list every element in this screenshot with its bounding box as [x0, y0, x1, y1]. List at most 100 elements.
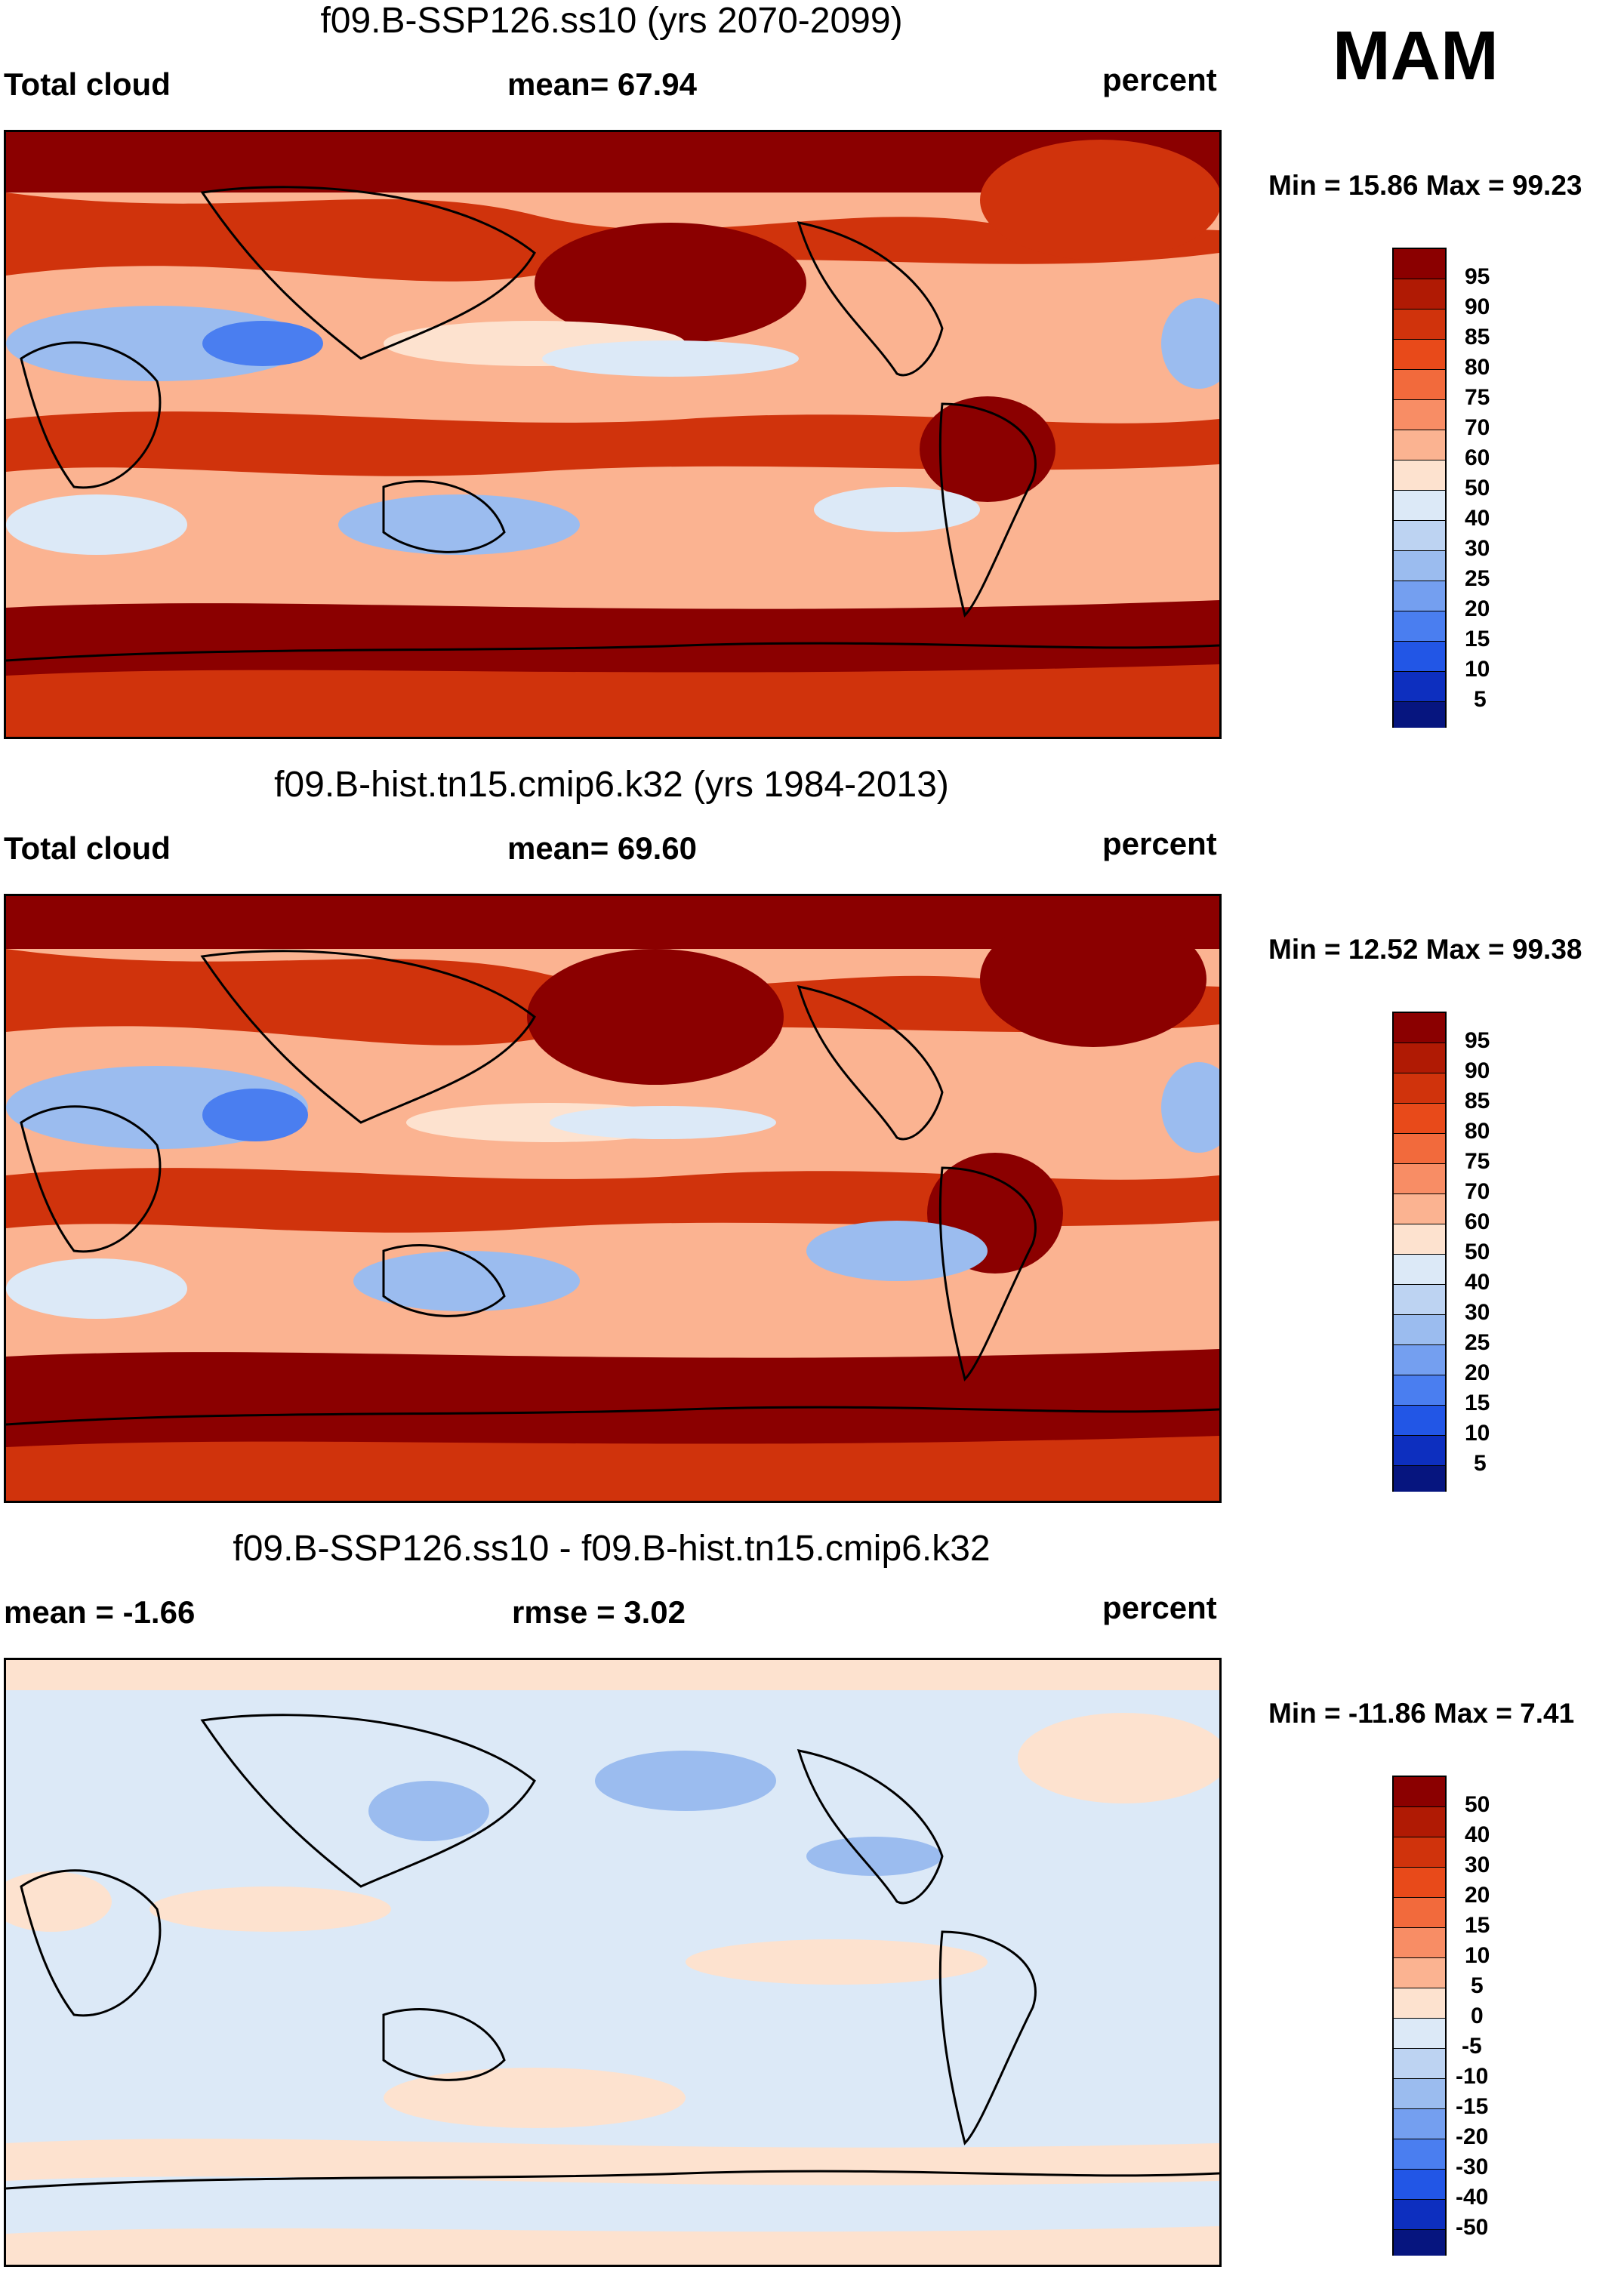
antarctica-coast — [6, 1406, 1219, 1426]
antarctic-band — [6, 664, 1219, 737]
panel-2-colorbar-swatch — [1394, 1164, 1445, 1194]
panel-2-colorbar-swatch — [1394, 1345, 1445, 1375]
panel-1-minmax: Min = 15.86 Max = 99.23 — [1268, 170, 1582, 201]
panel-1-colorbar-label: 95 — [1465, 264, 1490, 289]
atlantic-clear — [1161, 298, 1219, 389]
panel-2-minmax: Min = 12.52 Max = 99.38 — [1268, 934, 1582, 965]
panel-2-map — [4, 894, 1222, 1503]
panel-3-colorbar-swatch — [1394, 2049, 1445, 2079]
panel-2-colorbar-swatch — [1394, 1013, 1445, 1043]
panel-3-colorbar-swatch — [1394, 1958, 1445, 1988]
south-pacific-clear — [814, 487, 980, 532]
panel-3-colorbar-swatch — [1394, 1898, 1445, 1928]
panel-1-mean-label: mean= 67.94 — [507, 66, 698, 102]
panel-1-colorbar-swatch — [1394, 642, 1445, 672]
africa-coast — [20, 1105, 162, 1253]
north-america-coast — [797, 985, 944, 1141]
panel-3-colorbar-swatch — [1394, 2200, 1445, 2230]
arabia-clear — [202, 321, 323, 366]
panel-2-colorbar-swatch — [1394, 1315, 1445, 1345]
panel-1-colorbar-swatch — [1394, 521, 1445, 551]
panel-2-colorbar-label: 10 — [1465, 1421, 1490, 1446]
panel-1-colorbar-label: 80 — [1465, 355, 1490, 380]
panel-1-colorbar-swatch — [1394, 279, 1445, 310]
panel-1-colorbar-label: 60 — [1465, 445, 1490, 470]
panel-2-colorbar-label: 15 — [1465, 1391, 1490, 1415]
atlantic-clear — [1161, 1062, 1219, 1153]
panel-3-colorbar — [1392, 1776, 1447, 2256]
panel-2-units-label: percent — [1102, 826, 1217, 861]
panel-2-mean-label: mean= 69.60 — [507, 830, 698, 866]
panel-2-variable-label: Total cloud — [4, 830, 171, 866]
arabia-clear — [202, 1089, 308, 1141]
pacific-cool — [806, 1837, 942, 1876]
subtropic-clear-1 — [550, 1106, 776, 1139]
panel-1-colorbar-label: 25 — [1465, 566, 1490, 591]
panel-2-colorbar-swatch — [1394, 1194, 1445, 1224]
panel-3-colorbar-label: 0 — [1471, 2004, 1484, 2028]
itcz-band — [6, 1168, 1219, 1233]
panel-1-colorbar-label: 30 — [1465, 536, 1490, 561]
north-pacific-cloud — [535, 223, 806, 343]
panel-1-colorbar-swatch — [1394, 702, 1445, 728]
panel-2-colorbar-label: 20 — [1465, 1360, 1490, 1385]
asia-coast — [200, 1714, 536, 1888]
panel-1-colorbar-swatch — [1394, 310, 1445, 340]
greenland-cloud — [980, 911, 1206, 1047]
south-america-coast — [938, 1930, 1037, 2145]
panel-3-colorbar-swatch — [1394, 2230, 1445, 2256]
season-label: MAM — [1333, 17, 1499, 94]
panel-2-colorbar-label: 85 — [1465, 1089, 1490, 1113]
panel-3-colorbar-swatch — [1394, 2170, 1445, 2200]
panel-2-colorbar-label: 80 — [1465, 1119, 1490, 1144]
panel-2-colorbar-swatch — [1394, 1255, 1445, 1285]
panel-1-colorbar-label: 70 — [1465, 415, 1490, 440]
panel-1-variable-label: Total cloud — [4, 66, 171, 102]
panel-3-colorbar-swatch — [1394, 2019, 1445, 2049]
panel-1-colorbar-swatch — [1394, 430, 1445, 460]
itcz-band — [6, 411, 1219, 476]
arctic-band — [6, 1660, 1219, 1690]
asia-coast — [200, 186, 536, 360]
panel-3-colorbar-label: -40 — [1456, 2185, 1489, 2210]
africa-coast — [20, 341, 162, 489]
panel-1-colorbar-swatch — [1394, 340, 1445, 370]
panel-1-colorbar-label: 10 — [1465, 657, 1490, 682]
panel-1-units-label: percent — [1102, 62, 1217, 97]
asia-cool — [368, 1781, 489, 1841]
south-atlantic-clear — [6, 494, 187, 555]
panel-1-title: f09.B-SSP126.ss10 (yrs 2070-2099) — [320, 1, 903, 41]
panel-3-colorbar-label: -50 — [1456, 2215, 1489, 2240]
panel-3-colorbar-label: 40 — [1465, 1822, 1490, 1847]
north-america-coast — [797, 1749, 944, 1905]
panel-2-colorbar-swatch — [1394, 1134, 1445, 1164]
panel-3-colorbar-label: -5 — [1462, 2034, 1482, 2059]
panel-3-colorbar-swatch — [1394, 1837, 1445, 1868]
panel-3-colorbar-label: 30 — [1465, 1853, 1490, 1877]
panel-1-map — [4, 130, 1222, 739]
panel-3-colorbar-swatch — [1394, 1988, 1445, 2019]
panel-3-colorbar-label: 50 — [1465, 1792, 1490, 1817]
panel-1-colorbar-label: 20 — [1465, 596, 1490, 621]
panel-2-colorbar-swatch — [1394, 1375, 1445, 1406]
panel-2-title: f09.B-hist.tn15.cmip6.k32 (yrs 1984-2013… — [274, 765, 949, 805]
panel-3-colorbar-label: -15 — [1456, 2094, 1489, 2119]
antarctica-coast — [6, 2170, 1219, 2190]
australia-coast — [382, 480, 506, 553]
panel-1-colorbar-label: 50 — [1465, 476, 1490, 500]
australia-coast — [382, 2008, 506, 2081]
amazon-cloud — [920, 396, 1055, 502]
panel-2-colorbar-swatch — [1394, 1285, 1445, 1315]
south-america-coast — [938, 402, 1037, 618]
panel-1-colorbar-swatch — [1394, 460, 1445, 491]
panel-1-colorbar-label: 75 — [1465, 385, 1490, 410]
south-atlantic-clear — [6, 1258, 187, 1319]
australia-coast — [382, 1244, 506, 1317]
panel-2-colorbar-label: 70 — [1465, 1179, 1490, 1204]
panel-1-colorbar-swatch — [1394, 400, 1445, 430]
panel-3-colorbar-swatch — [1394, 2109, 1445, 2139]
greenland-cloud — [980, 140, 1219, 260]
panel-2-colorbar-swatch — [1394, 1406, 1445, 1436]
south-america-coast — [938, 1166, 1037, 1381]
panel-3-colorbar-swatch — [1394, 1928, 1445, 1958]
